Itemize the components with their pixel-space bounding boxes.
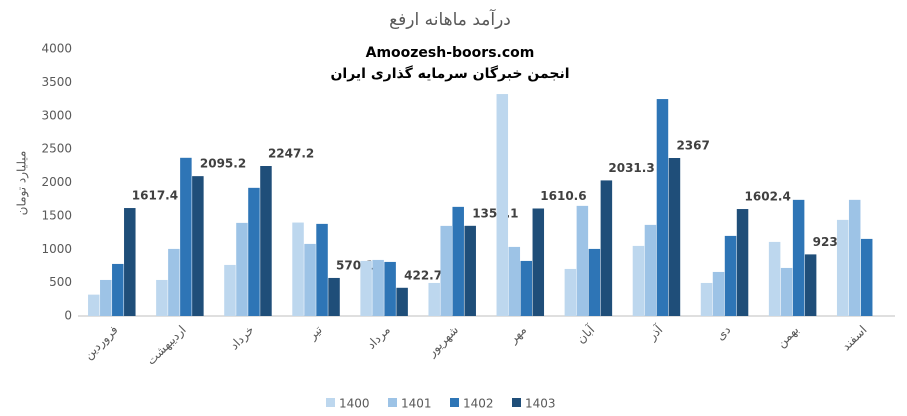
data-label: 923 (813, 235, 838, 249)
bar (328, 277, 340, 316)
y-tick-label: 500 (49, 275, 72, 289)
legend-swatch (388, 398, 397, 407)
data-label: 2031.3 (608, 161, 654, 175)
annotation: Amoozesh-boors.com (366, 45, 535, 61)
bar (156, 279, 168, 316)
bar (564, 268, 577, 316)
bar (440, 225, 452, 316)
y-tick-label: 2000 (41, 175, 72, 189)
bar (724, 235, 737, 316)
bar (112, 263, 124, 316)
legend-label: 1403 (525, 397, 556, 411)
data-label: 422.7 (404, 268, 442, 282)
bar (248, 187, 260, 316)
y-tick-label: 3000 (41, 108, 72, 122)
legend-label: 1400 (339, 397, 370, 411)
bar (532, 208, 545, 316)
bar (804, 254, 817, 316)
bar (668, 158, 681, 316)
bar (396, 287, 408, 316)
bar (576, 205, 589, 316)
bar (360, 260, 372, 316)
bar (224, 264, 236, 316)
y-tick-label: 1000 (41, 242, 72, 256)
bar (780, 267, 793, 316)
bar (304, 243, 316, 316)
y-tick-label: 4000 (41, 42, 72, 56)
bar (236, 222, 248, 316)
data-label: 2095.2 (200, 157, 246, 171)
bar (292, 222, 304, 316)
bar (180, 157, 192, 316)
legend-label: 1402 (463, 397, 494, 411)
bar (860, 238, 873, 316)
bar (192, 176, 204, 316)
bar (88, 294, 100, 316)
bar (508, 246, 521, 316)
legend-swatch (512, 398, 521, 407)
legend-swatch (326, 398, 335, 407)
bar (792, 199, 805, 316)
bar (836, 219, 849, 316)
bar (384, 261, 396, 316)
bar (260, 165, 272, 316)
y-axis-label: میلیارد تومان (15, 151, 30, 216)
bar (700, 282, 713, 316)
data-label: 2367 (676, 139, 709, 153)
bar (712, 271, 725, 316)
bar (168, 248, 180, 316)
bar (588, 248, 601, 316)
bar (632, 245, 645, 316)
bar (768, 241, 781, 316)
data-label: 1617.4 (132, 189, 178, 203)
bar (520, 260, 533, 316)
bar (600, 180, 613, 316)
legend-swatch (450, 398, 459, 407)
bar (100, 279, 112, 316)
bar (464, 225, 476, 316)
bar (736, 209, 749, 316)
data-label: 1602.4 (745, 190, 791, 204)
y-tick-label: 2500 (41, 142, 72, 156)
bar (496, 94, 509, 317)
bar (848, 199, 861, 316)
bar (656, 99, 669, 316)
bar (428, 282, 440, 316)
annotation: انجمن خبرگان سرمایه گذاری ایران (330, 65, 569, 82)
legend-label: 1401 (401, 397, 432, 411)
data-label: 2247.2 (268, 146, 314, 160)
bar (644, 224, 657, 316)
data-label: 1610.6 (540, 189, 586, 203)
data-label: 1351.1 (472, 206, 518, 220)
bar (316, 223, 328, 316)
y-tick-label: 1500 (41, 208, 72, 222)
bar (372, 259, 384, 316)
chart-title: درآمد ماهانه ارفع (389, 8, 511, 30)
bar (452, 206, 464, 316)
bar (124, 208, 136, 316)
y-tick-label: 0 (64, 309, 72, 323)
y-tick-label: 3500 (41, 75, 72, 89)
